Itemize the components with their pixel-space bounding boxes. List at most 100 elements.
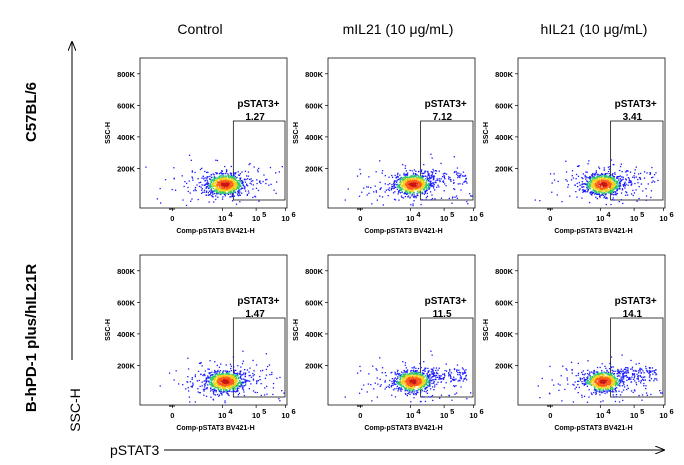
- scatter-point: [423, 382, 425, 384]
- scatter-point: [212, 190, 214, 192]
- scatter-point: [411, 388, 413, 390]
- scatter-point: [429, 182, 431, 184]
- scatter-point: [603, 192, 606, 194]
- scatter-point: [397, 369, 399, 371]
- scatter-point: [206, 178, 208, 180]
- scatter-point: [256, 380, 258, 382]
- scatter-point: [415, 170, 417, 172]
- scatter-point: [594, 186, 596, 188]
- scatter-point: [232, 183, 234, 185]
- scatter-point: [413, 381, 415, 383]
- scatter-point: [607, 166, 610, 168]
- scatter-point: [234, 381, 236, 383]
- scatter-point: [217, 387, 219, 389]
- scatter-point: [426, 389, 428, 392]
- scatter-point: [612, 180, 614, 182]
- scatter-point: [453, 188, 455, 190]
- scatter-point: [634, 172, 636, 174]
- scatter-point: [235, 391, 237, 393]
- scatter-point: [444, 172, 446, 174]
- scatter-point: [417, 384, 419, 386]
- scatter-point: [401, 374, 403, 376]
- scatter-point: [235, 188, 237, 191]
- scatter-point: [423, 184, 425, 187]
- scatter-point: [419, 181, 421, 183]
- scatter-point: [366, 391, 368, 393]
- scatter-point: [164, 179, 167, 181]
- scatter-point: [205, 187, 207, 189]
- scatter-point: [466, 379, 468, 381]
- scatter-point: [228, 379, 230, 382]
- scatter-point: [384, 191, 386, 193]
- scatter-point: [410, 181, 412, 183]
- scatter-point: [419, 400, 422, 403]
- scatter-point: [218, 188, 220, 190]
- scatter-point: [215, 181, 217, 183]
- scatter-point: [214, 373, 217, 376]
- scatter-point: [252, 379, 255, 381]
- scatter-point: [426, 192, 428, 195]
- scatter-point: [430, 185, 432, 187]
- x-tick-exponent: 6: [670, 210, 674, 219]
- x-tick-exponent: 4: [228, 210, 233, 219]
- scatter-point: [411, 370, 413, 372]
- scatter-point: [406, 380, 408, 383]
- scatter-point: [600, 183, 602, 185]
- scatter-point: [430, 371, 432, 373]
- scatter-point: [243, 385, 246, 387]
- scatter-point: [413, 371, 415, 373]
- scatter-point: [412, 387, 415, 389]
- scatter-point: [409, 182, 411, 185]
- panel-y-axis-label: SSC-H: [293, 122, 300, 144]
- scatter-point: [221, 185, 223, 188]
- scatter-point: [604, 191, 606, 193]
- scatter-point: [415, 383, 417, 385]
- scatter-point: [205, 383, 207, 385]
- scatter-point: [216, 380, 219, 383]
- scatter-point: [228, 382, 230, 384]
- scatter-point: [212, 173, 214, 175]
- scatter-point: [606, 197, 608, 200]
- scatter-point: [216, 381, 218, 383]
- scatter-point: [416, 371, 418, 373]
- scatter-point: [418, 181, 420, 183]
- scatter-point: [419, 380, 421, 382]
- scatter-point: [423, 386, 426, 388]
- scatter-point: [403, 179, 405, 181]
- scatter-point: [583, 190, 585, 193]
- scatter-point: [226, 374, 228, 376]
- scatter-point: [224, 370, 226, 372]
- scatter-point: [404, 165, 407, 167]
- scatter-point: [581, 177, 583, 179]
- scatter-point: [400, 371, 403, 373]
- x-tick-exponent: 5: [640, 210, 644, 219]
- scatter-point: [421, 176, 423, 179]
- scatter-point: [433, 185, 435, 187]
- scatter-point: [438, 170, 440, 172]
- scatter-point: [413, 196, 415, 198]
- scatter-point: [626, 174, 628, 176]
- scatter-point: [417, 194, 419, 197]
- scatter-point: [220, 385, 222, 387]
- scatter-point: [616, 187, 619, 189]
- scatter-point: [250, 376, 253, 378]
- scatter-point: [601, 179, 604, 181]
- scatter-point: [230, 192, 232, 194]
- scatter-point: [227, 375, 229, 377]
- scatter-point: [394, 371, 396, 374]
- scatter-point: [215, 376, 217, 378]
- scatter-point: [434, 374, 436, 377]
- scatter-point: [420, 384, 422, 386]
- scatter-point: [399, 383, 401, 385]
- scatter-point: [416, 381, 419, 383]
- scatter-point: [206, 190, 208, 192]
- scatter-point: [551, 191, 553, 193]
- scatter-point: [408, 380, 410, 382]
- scatter-point: [406, 184, 408, 186]
- scatter-point: [402, 361, 404, 363]
- scatter-point: [247, 175, 250, 177]
- scatter-point: [222, 385, 224, 387]
- scatter-point: [228, 190, 230, 192]
- scatter-point: [145, 166, 147, 168]
- scatter-point: [579, 379, 582, 381]
